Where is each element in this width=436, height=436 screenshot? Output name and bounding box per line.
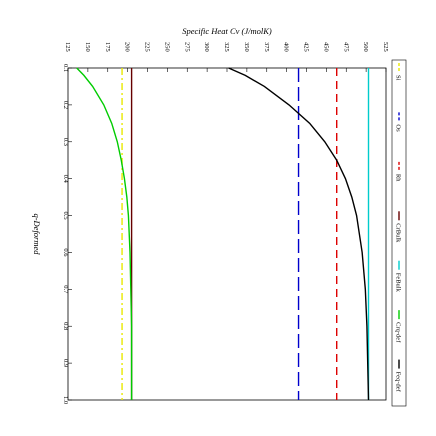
y-tick-label: 225 [144, 42, 151, 52]
legend-label-febulk: FeBulk [395, 273, 402, 293]
x-tick-label: 0.6 [62, 248, 69, 257]
series-layer [76, 67, 370, 401]
x-tick-label: 0.4 [62, 175, 69, 184]
ticks-layer: 125 150 175 200 225 250 275 300 325 350 375 400 425 4… [62, 42, 389, 404]
legend-label-os: Os [395, 124, 402, 132]
y-tick-label: 475 [342, 42, 349, 52]
y-tick-label: 375 [263, 42, 270, 52]
x-tick-label: 0.3 [62, 138, 69, 146]
y-tick-label: 525 [382, 42, 389, 52]
legend: Si Os Rh CrBulk FeBulk Crq-def Feq-def [391, 59, 407, 407]
y-tick-label: 275 [183, 42, 190, 52]
y-axis-title: Specific Heat Cv (J/molK) [182, 26, 272, 36]
y-tick-label: 325 [223, 42, 230, 52]
x-tick-label: 0.8 [62, 322, 69, 330]
y-tick-label: 425 [303, 42, 310, 52]
series-line-feq-def [228, 67, 370, 401]
series-line-crq-def [76, 67, 133, 400]
legend-label-crbulk: CrBulk [395, 223, 402, 243]
y-tick-label: 125 [64, 42, 71, 52]
x-tick-label: 0.9 [62, 359, 69, 367]
x-axis-title: q-Deformed [32, 213, 42, 255]
x-tick-label: 0.5 [62, 211, 69, 219]
y-tick-label: 300 [203, 42, 210, 52]
y-tick-label: 350 [243, 42, 250, 52]
y-tick-label: 200 [124, 42, 131, 52]
legend-box [391, 59, 407, 407]
legend-label-rh: Rh [395, 174, 402, 182]
y-tick-label: 450 [322, 42, 329, 52]
plot-frame [67, 67, 387, 401]
y-tick-label: 175 [104, 42, 111, 52]
plot-frame-layer [67, 67, 387, 401]
y-tick-label: 250 [163, 42, 170, 52]
legend-label-feq-def: Feq-def [395, 372, 402, 393]
legend-label-si: Si [395, 75, 402, 81]
legend-label-crq-def: Crq-def [395, 322, 402, 343]
x-tick-label: 0.1 [62, 64, 69, 72]
x-tick-label: 1.0 [62, 396, 69, 404]
y-tick-label: 500 [362, 42, 369, 52]
x-tick-label: 0.2 [62, 101, 69, 109]
x-tick-label: 0.7 [62, 285, 69, 294]
y-tick-label: 400 [283, 42, 290, 52]
y-tick-label: 150 [84, 42, 91, 52]
